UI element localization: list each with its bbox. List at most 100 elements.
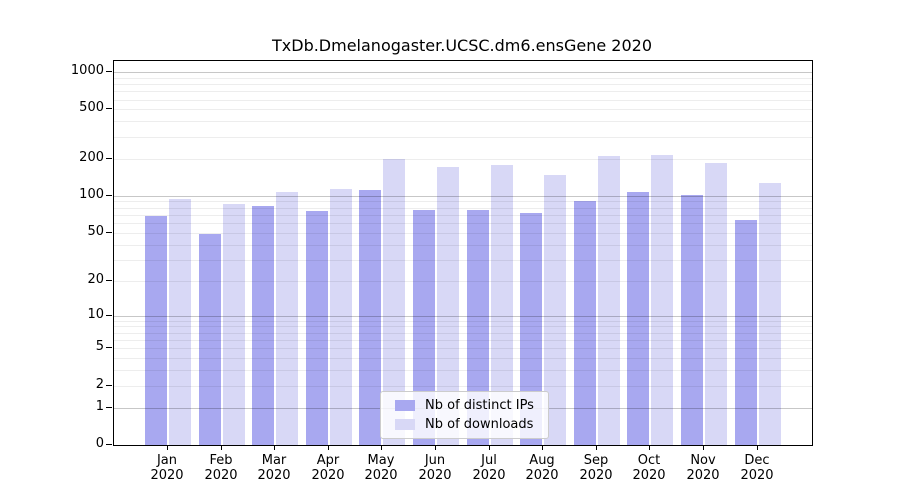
gridline-9 (114, 321, 812, 322)
y-tick-mark-2 (106, 385, 112, 386)
gridline-200 (114, 159, 812, 160)
gridline-50 (114, 233, 812, 234)
bar-distinct-ips-jan (145, 216, 167, 445)
x-tick-label-year-jan: 2020 (150, 468, 184, 483)
gridline-3 (114, 370, 812, 371)
x-tick-label-year-nov: 2020 (686, 468, 720, 483)
y-tick-label-50: 50 (87, 224, 104, 239)
gridline-4 (114, 358, 812, 359)
chart-title: TxDb.Dmelanogaster.UCSC.dm6.ensGene 2020 (272, 36, 652, 55)
legend-swatch-distinct-ips (395, 400, 415, 411)
x-tick-mark-jul (489, 445, 490, 450)
bar-downloads-nov (705, 162, 727, 445)
bar-distinct-ips-nov (681, 195, 703, 445)
x-tick-mark-nov (703, 445, 704, 450)
gridline-8 (114, 326, 812, 327)
y-tick-label-200: 200 (79, 150, 104, 165)
y-tick-label-0: 0 (95, 436, 104, 451)
legend: Nb of distinct IPs Nb of downloads (380, 391, 549, 439)
y-tick-label-10: 10 (87, 307, 104, 322)
x-tick-label-month-may: May (367, 453, 395, 468)
x-tick-mark-dec (757, 445, 758, 450)
bar-downloads-jul (490, 165, 513, 445)
gridline-6 (114, 340, 812, 341)
y-tick-mark-20 (106, 280, 112, 281)
bar-downloads-jun (437, 167, 459, 445)
x-tick-label-month-sep: Sep (583, 453, 609, 468)
plot-area (113, 60, 813, 446)
x-tick-mark-sep (596, 445, 597, 450)
y-tick-mark-500 (106, 108, 112, 109)
gridline-7 (114, 333, 812, 334)
x-tick-label-year-mar: 2020 (257, 468, 291, 483)
bar-distinct-ips-apr (305, 211, 328, 445)
x-tick-label-month-aug: Aug (529, 453, 555, 468)
x-tick-label-month-apr: Apr (316, 453, 340, 468)
y-tick-label-5: 5 (95, 339, 104, 354)
x-tick-label-year-feb: 2020 (204, 468, 238, 483)
x-tick-label-year-jun: 2020 (418, 468, 452, 483)
y-tick-mark-1000 (106, 71, 112, 72)
x-tick-mark-mar (274, 445, 275, 450)
x-tick-label-month-jan: Jan (156, 453, 178, 468)
bar-distinct-ips-may (359, 190, 382, 445)
gridline-500 (114, 109, 812, 110)
x-tick-mark-oct (649, 445, 650, 450)
gridline-100 (114, 196, 812, 197)
bar-distinct-ips-jul (466, 210, 489, 445)
gridline-10 (114, 316, 812, 317)
x-tick-label-month-mar: Mar (261, 453, 287, 468)
x-tick-label-month-jun: Jun (424, 453, 446, 468)
bar-downloads-dec (758, 182, 781, 445)
gridline-400 (114, 121, 812, 122)
gridline-30 (114, 260, 812, 261)
x-tick-label-year-may: 2020 (364, 468, 398, 483)
bar-distinct-ips-feb (198, 233, 221, 445)
y-tick-mark-100 (106, 195, 112, 196)
x-tick-label-year-jul: 2020 (472, 468, 506, 483)
gridline-600 (114, 100, 812, 101)
bar-downloads-feb (222, 203, 245, 445)
x-tick-label-month-feb: Feb (209, 453, 233, 468)
bar-downloads-jan (169, 198, 191, 445)
legend-label: Nb of downloads (425, 417, 534, 432)
bar-downloads-aug (544, 174, 567, 445)
gridline-80 (114, 208, 812, 209)
x-tick-label-year-oct: 2020 (632, 468, 666, 483)
legend-swatch-downloads (395, 419, 415, 430)
x-tick-label-year-aug: 2020 (525, 468, 559, 483)
x-tick-mark-aug (542, 445, 543, 450)
x-tick-mark-apr (328, 445, 329, 450)
x-tick-mark-feb (221, 445, 222, 450)
bar-distinct-ips-oct (627, 192, 650, 445)
y-tick-label-100: 100 (79, 187, 104, 202)
y-tick-mark-10 (106, 315, 112, 316)
y-tick-label-500: 500 (79, 100, 104, 115)
gridline-5 (114, 348, 812, 349)
gridline-800 (114, 84, 812, 85)
y-tick-label-1: 1 (95, 399, 104, 414)
x-tick-mark-jun (435, 445, 436, 450)
bar-distinct-ips-jun (413, 210, 435, 445)
bar-downloads-mar (276, 191, 299, 445)
gridline-60 (114, 223, 812, 224)
gridline-40 (114, 245, 812, 246)
gridline-300 (114, 137, 812, 138)
legend-item: Nb of downloads (395, 417, 534, 432)
gridline-70 (114, 215, 812, 216)
bar-downloads-apr (329, 188, 352, 445)
gridline-700 (114, 91, 812, 92)
gridline-900 (114, 78, 812, 79)
bar-distinct-ips-sep (573, 201, 596, 445)
gridline-20 (114, 281, 812, 282)
legend-label: Nb of distinct IPs (425, 398, 534, 413)
y-tick-mark-0 (106, 444, 112, 445)
x-tick-mark-jan (167, 445, 168, 450)
y-tick-label-20: 20 (87, 272, 104, 287)
y-tick-mark-200 (106, 158, 112, 159)
y-tick-mark-1 (106, 407, 112, 408)
y-tick-label-1000: 1000 (70, 63, 104, 78)
bar-distinct-ips-dec (734, 220, 757, 445)
y-tick-mark-5 (106, 347, 112, 348)
